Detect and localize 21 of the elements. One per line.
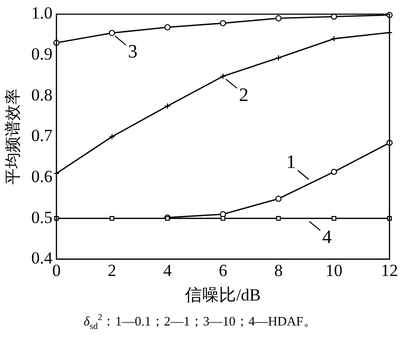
x-tick-label: 4	[163, 260, 172, 280]
x-tick-label: 6	[218, 260, 228, 280]
text: δ$_{sd}$$^{2}$：1—0.1；2—1；3—10；4—HDAF。	[82, 312, 318, 331]
y-tick-label: 0.5	[31, 208, 52, 227]
x-tick-label: 8	[274, 260, 283, 280]
y-tick-label: 0.7	[31, 126, 53, 146]
x-tick-label: 10	[325, 260, 342, 280]
y-tick-label: 0.4	[31, 248, 53, 268]
y-tick-label: 0.9	[31, 44, 52, 64]
x-tick-label: 12	[381, 260, 398, 280]
annotation: 3	[128, 41, 138, 62]
y-tick-label: 1.0	[31, 4, 52, 23]
annotation: 1	[286, 152, 296, 173]
y-tick-label: 0.8	[31, 85, 52, 104]
y-tick-label: 0.6	[31, 167, 52, 186]
x-tick-label: 0	[52, 260, 61, 280]
annotation: 4	[322, 226, 332, 248]
y-axis-title: 平均频谱效率	[4, 88, 22, 185]
x-tick-label: 2	[108, 260, 116, 280]
x-axis-title: 信噪比/dB	[185, 285, 261, 304]
annotation: 2	[238, 84, 248, 106]
